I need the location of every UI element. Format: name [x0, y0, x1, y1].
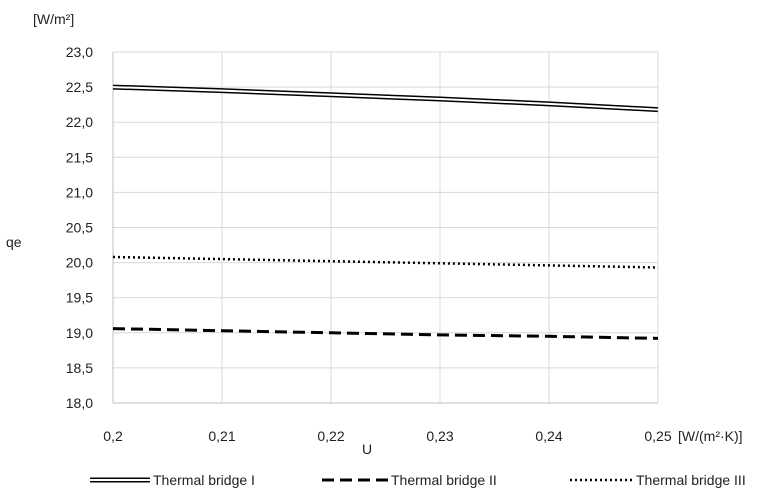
series-3 — [112, 255, 659, 269]
x-tick-labels: 0,2 0,21 0,22 0,23 0,24 0,25 — [103, 428, 672, 444]
x-tick-label: 0,23 — [426, 428, 453, 444]
y-tick-label: 20,0 — [66, 255, 93, 271]
y-tick-label: 22,0 — [66, 114, 93, 130]
y-tick-label: 19,0 — [66, 325, 93, 341]
legend-label: Thermal bridge II — [391, 472, 497, 488]
series-1 — [112, 84, 659, 113]
y-tick-labels: 18,0 18,5 19,0 19,5 20,0 20,5 21,0 21,5 22,0 22,5… — [66, 44, 93, 411]
x-tick-label: 0,21 — [208, 428, 235, 444]
series-line-1-inner — [112, 86, 659, 111]
series-line-2 — [112, 327, 659, 340]
x-axis-unit: [W/(m²·K)] — [678, 428, 743, 444]
y-tick-label: 18,0 — [66, 395, 93, 411]
series-2 — [112, 327, 659, 340]
legend-item: Thermal bridge I — [90, 472, 255, 488]
legend-label: Thermal bridge I — [153, 472, 255, 488]
legend-item: Thermal bridge III — [570, 472, 746, 488]
y-axis-unit: [W/m²] — [33, 11, 74, 27]
series-lines — [112, 84, 659, 340]
y-tick-label: 21,0 — [66, 184, 93, 200]
x-tick-label: 0,25 — [644, 428, 671, 444]
legend-label: Thermal bridge III — [636, 472, 746, 488]
y-tick-label: 21,5 — [66, 149, 93, 165]
y-tick-label: 19,5 — [66, 290, 93, 306]
x-tick-label: 0,22 — [317, 428, 344, 444]
legend: Thermal bridge I Thermal bridge II Thermal… — [90, 472, 746, 488]
x-tick-label: 0,2 — [103, 428, 123, 444]
x-axis-label: U — [362, 441, 372, 457]
legend-item: Thermal bridge II — [322, 472, 497, 488]
y-tick-label: 18,5 — [66, 360, 93, 376]
y-axis-label: qe — [6, 234, 22, 250]
grid-lines — [112, 51, 659, 404]
x-tick-label: 0,24 — [535, 428, 562, 444]
series-line-3 — [112, 255, 659, 269]
y-tick-label: 20,5 — [66, 220, 93, 236]
y-tick-label: 23,0 — [66, 44, 93, 60]
y-tick-label: 22,5 — [66, 79, 93, 95]
